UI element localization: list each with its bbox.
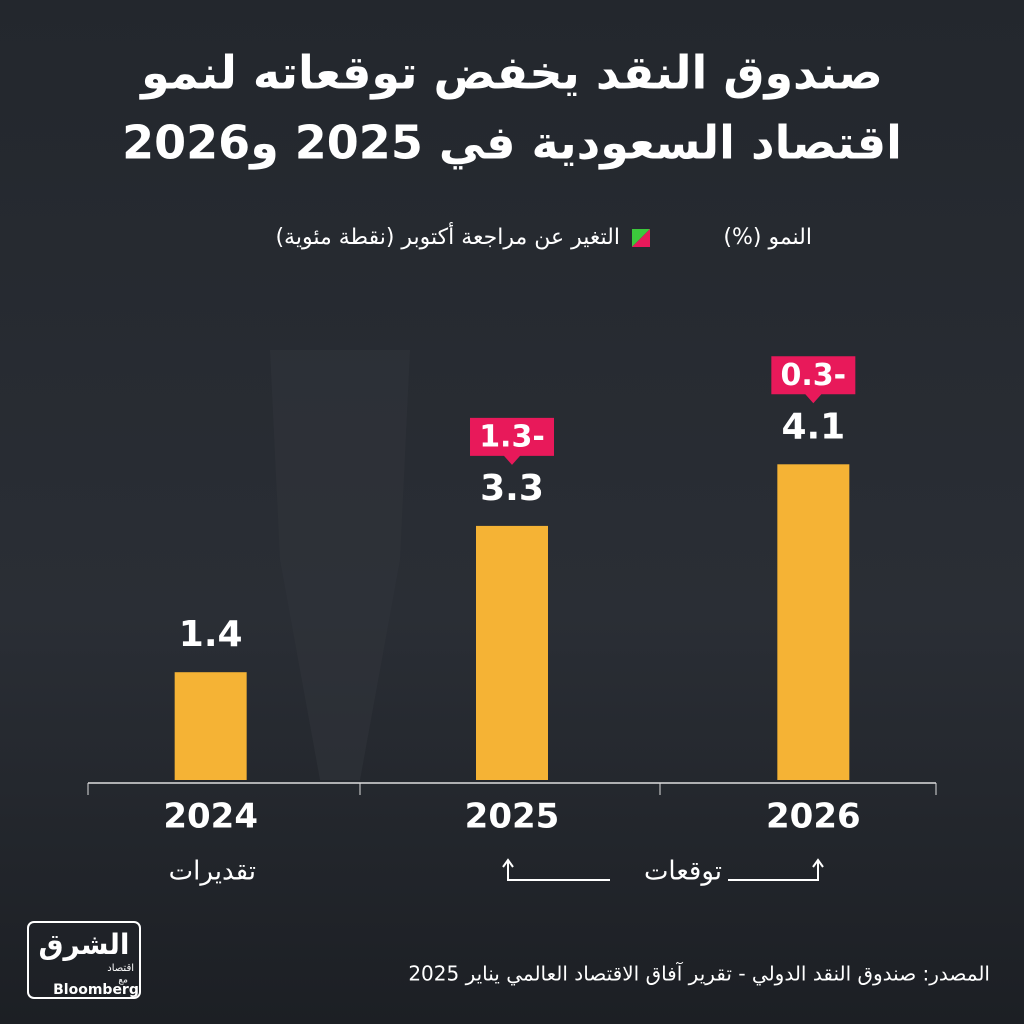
logo-box bbox=[27, 921, 141, 999]
change-badge bbox=[470, 417, 554, 465]
source: المصدر: صندوق النقد الدولي - تقرير آفاق … bbox=[408, 961, 990, 987]
annotation: تقديرات bbox=[169, 857, 256, 887]
change-label: 0.3- bbox=[781, 358, 847, 393]
value-label: 1.4 bbox=[179, 614, 243, 655]
x-tick-label: 2025 bbox=[465, 797, 560, 837]
change-badge bbox=[771, 356, 856, 404]
x-tick-label: 2024 bbox=[163, 797, 258, 837]
legend-icon bbox=[632, 229, 650, 247]
value-label: 4.1 bbox=[781, 406, 845, 447]
logo-text: مع bbox=[118, 976, 128, 986]
logo-text: Bloomberg bbox=[53, 982, 139, 998]
bar bbox=[174, 672, 247, 780]
bar bbox=[777, 464, 850, 780]
legend-label: التغير عن مراجعة أكتوبر (نقطة مئوية) bbox=[275, 222, 620, 250]
chart-title: صندوق النقد يخفض توقعاته لنمو bbox=[139, 46, 883, 100]
bar bbox=[476, 525, 548, 780]
chart-title: اقتصاد السعودية في 2025 و2026 bbox=[122, 116, 902, 170]
tower-silhouette bbox=[270, 350, 410, 780]
logo-text: اقتصاد bbox=[107, 963, 134, 974]
change-label: 1.3- bbox=[479, 419, 545, 454]
x-tick-label: 2026 bbox=[766, 797, 861, 837]
legend-label: النمو (%) bbox=[723, 225, 812, 250]
forecast-bracket bbox=[502, 858, 824, 881]
logo-text: الشرق bbox=[38, 928, 129, 961]
value-label: 3.3 bbox=[480, 468, 544, 509]
annotation: توقعات bbox=[644, 857, 722, 887]
